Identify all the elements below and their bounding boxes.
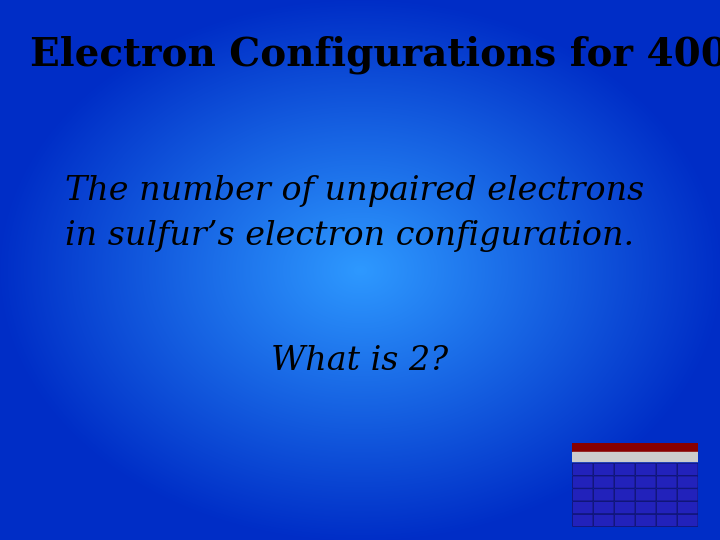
FancyBboxPatch shape [635,514,656,526]
Text: Electron Configurations for 400: Electron Configurations for 400 [30,35,720,73]
FancyBboxPatch shape [614,489,635,501]
FancyBboxPatch shape [635,463,656,475]
FancyBboxPatch shape [678,489,698,501]
Text: What is 2?: What is 2? [271,345,449,377]
FancyBboxPatch shape [614,463,635,475]
FancyBboxPatch shape [593,514,614,526]
FancyBboxPatch shape [678,514,698,526]
FancyBboxPatch shape [678,476,698,488]
Bar [572,452,698,461]
FancyBboxPatch shape [572,476,593,488]
FancyBboxPatch shape [657,476,677,488]
FancyBboxPatch shape [635,502,656,514]
FancyBboxPatch shape [572,514,593,526]
FancyBboxPatch shape [657,502,677,514]
Text: The number of unpaired electrons
in sulfur’s electron configuration.: The number of unpaired electrons in sulf… [65,175,644,252]
FancyBboxPatch shape [678,463,698,475]
FancyBboxPatch shape [614,476,635,488]
FancyBboxPatch shape [657,463,677,475]
FancyBboxPatch shape [593,489,614,501]
FancyBboxPatch shape [635,489,656,501]
FancyBboxPatch shape [593,463,614,475]
FancyBboxPatch shape [635,476,656,488]
FancyBboxPatch shape [593,476,614,488]
FancyBboxPatch shape [614,502,635,514]
FancyBboxPatch shape [678,502,698,514]
FancyBboxPatch shape [657,489,677,501]
FancyBboxPatch shape [614,514,635,526]
FancyBboxPatch shape [572,502,593,514]
FancyBboxPatch shape [572,463,593,475]
Bar [572,443,698,452]
FancyBboxPatch shape [593,502,614,514]
FancyBboxPatch shape [657,514,677,526]
FancyBboxPatch shape [572,489,593,501]
